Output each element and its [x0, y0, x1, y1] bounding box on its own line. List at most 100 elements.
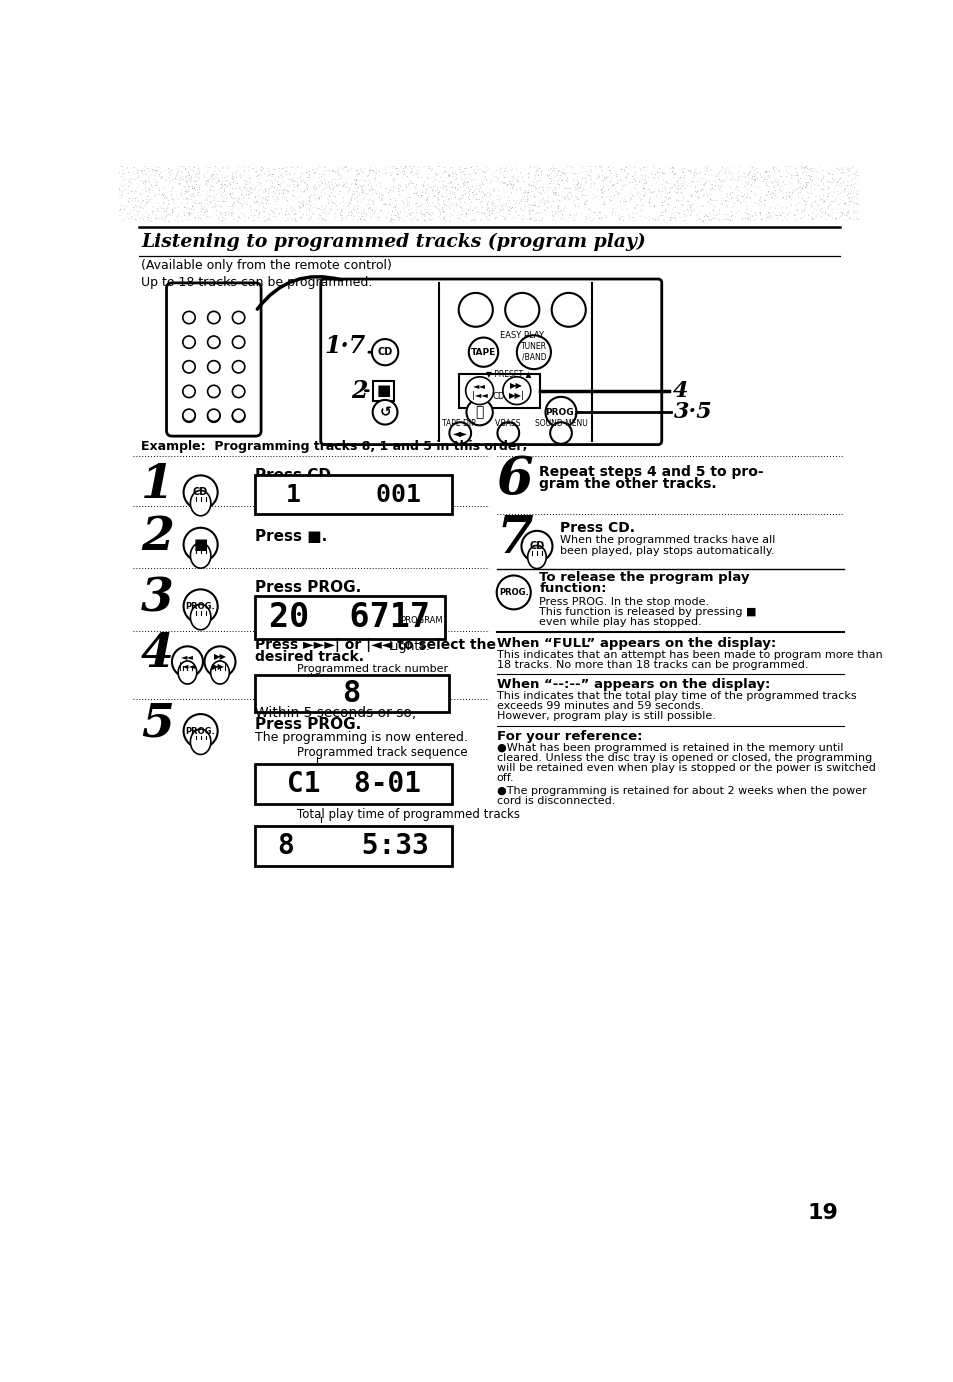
Point [492, 191, 507, 213]
Point [615, 176, 630, 198]
Point [351, 202, 366, 224]
Point [268, 182, 283, 205]
Point [669, 170, 684, 192]
Point [803, 206, 819, 228]
Point [199, 198, 214, 220]
Point [233, 178, 249, 200]
Point [181, 188, 196, 210]
Point [344, 158, 359, 180]
Point [661, 162, 677, 184]
Point [114, 159, 130, 181]
Point [113, 184, 129, 206]
Point [729, 189, 744, 211]
Point [369, 182, 384, 205]
Point [314, 166, 329, 188]
Point [699, 158, 714, 180]
Point [714, 193, 729, 216]
Point [301, 189, 316, 211]
Point [459, 193, 475, 216]
Point [608, 180, 623, 202]
Point [189, 192, 204, 214]
Point [225, 164, 240, 187]
Point [675, 162, 690, 184]
Point [422, 209, 437, 231]
Point [848, 184, 863, 206]
Point [182, 176, 197, 198]
Point [548, 158, 563, 180]
Point [282, 174, 297, 196]
Point [755, 170, 770, 192]
Point [355, 207, 371, 229]
Point [740, 192, 756, 214]
Point [747, 209, 762, 231]
Point [198, 173, 213, 195]
Point [420, 206, 436, 228]
Point [396, 210, 412, 232]
Point [343, 205, 358, 227]
Point [665, 207, 680, 229]
Point [215, 206, 231, 228]
Point [750, 169, 765, 191]
Point [570, 188, 585, 210]
Point [696, 184, 711, 206]
Point [225, 188, 240, 210]
Point [578, 160, 594, 182]
Point [740, 171, 756, 193]
Point [520, 162, 536, 184]
Point [571, 180, 586, 202]
Circle shape [233, 336, 245, 348]
Point [662, 209, 678, 231]
Point [305, 202, 320, 224]
Point [136, 159, 152, 181]
Point [771, 203, 786, 225]
Point [637, 182, 652, 205]
Point [592, 191, 607, 213]
Point [496, 195, 511, 217]
Point [637, 173, 652, 195]
Point [845, 177, 861, 199]
Text: ●The programming is retained for about 2 weeks when the power: ●The programming is retained for about 2… [497, 786, 865, 796]
Point [636, 177, 651, 199]
Point [680, 202, 696, 224]
Point [195, 181, 211, 203]
Point [588, 169, 603, 191]
Point [120, 180, 135, 202]
Point [314, 180, 330, 202]
Bar [254, 764, 452, 804]
Point [420, 167, 436, 189]
Point [751, 198, 766, 220]
Point [742, 162, 758, 184]
Point [197, 166, 213, 188]
Point [413, 195, 428, 217]
Point [835, 180, 850, 202]
Point [347, 173, 362, 195]
Point [446, 163, 461, 185]
Point [534, 176, 549, 198]
Point [591, 164, 606, 187]
Point [722, 163, 738, 185]
Point [796, 192, 811, 214]
Point [504, 193, 519, 216]
Point [377, 193, 393, 216]
Point [707, 174, 722, 196]
Point [759, 160, 774, 182]
Point [388, 198, 403, 220]
Point [758, 203, 773, 225]
Point [249, 176, 264, 198]
Point [134, 198, 150, 220]
Point [206, 163, 221, 185]
Point [671, 203, 686, 225]
Point [217, 207, 233, 229]
Point [401, 199, 416, 221]
Point [736, 202, 751, 224]
Point [693, 162, 708, 184]
Point [140, 185, 155, 207]
Point [786, 205, 801, 227]
Point [802, 158, 818, 180]
Point [687, 189, 702, 211]
Point [354, 202, 369, 224]
Point [333, 192, 348, 214]
Point [458, 158, 474, 180]
Point [525, 171, 540, 193]
Point [798, 164, 813, 187]
